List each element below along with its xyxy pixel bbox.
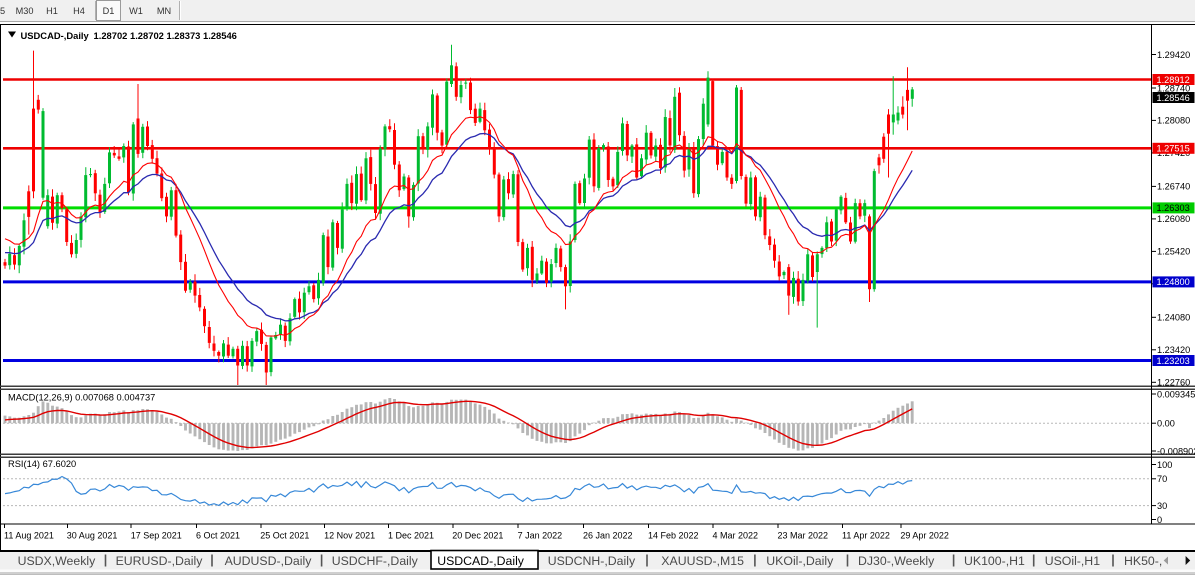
svg-text:USDCAD-,Daily: USDCAD-,Daily	[437, 554, 525, 568]
svg-text:RSI(14) 67.6020: RSI(14) 67.6020	[8, 459, 76, 469]
svg-text:12 Nov 2021: 12 Nov 2021	[324, 531, 375, 541]
svg-text:H1: H1	[46, 6, 58, 16]
svg-text:0: 0	[1157, 515, 1162, 525]
svg-text:25 Oct 2021: 25 Oct 2021	[260, 531, 309, 541]
svg-text:AUDUSD-,Daily: AUDUSD-,Daily	[225, 554, 313, 568]
svg-text:70: 70	[1157, 474, 1167, 484]
svg-text:DJ30-,Weekly: DJ30-,Weekly	[858, 554, 935, 568]
svg-text:1.24800: 1.24800	[1157, 277, 1190, 287]
svg-text:-0.008902: -0.008902	[1157, 446, 1195, 456]
svg-text:30 Aug 2021: 30 Aug 2021	[67, 531, 118, 541]
svg-text:1.28080: 1.28080	[1157, 116, 1190, 126]
svg-text:11 Apr 2022: 11 Apr 2022	[842, 531, 890, 541]
svg-text:H4: H4	[73, 6, 85, 16]
svg-text:0.009345: 0.009345	[1157, 389, 1195, 399]
svg-text:1.28702 1.28702 1.28373 1.2854: 1.28702 1.28702 1.28373 1.28546	[94, 30, 237, 41]
svg-text:1 Dec 2021: 1 Dec 2021	[388, 531, 434, 541]
svg-text:1.26303: 1.26303	[1157, 203, 1190, 213]
svg-text:HK50-,: HK50-,	[1124, 554, 1162, 568]
svg-text:17 Sep 2021: 17 Sep 2021	[131, 531, 182, 541]
svg-text:USDCNH-,Daily: USDCNH-,Daily	[548, 554, 636, 568]
svg-text:1.22760: 1.22760	[1157, 378, 1190, 388]
svg-text:5: 5	[0, 6, 5, 16]
svg-text:USDCHF-,Daily: USDCHF-,Daily	[332, 554, 419, 568]
svg-text:1.27515: 1.27515	[1157, 144, 1190, 154]
svg-text:1.28546: 1.28546	[1157, 93, 1190, 103]
svg-text:1.29420: 1.29420	[1157, 50, 1190, 60]
svg-text:1.25420: 1.25420	[1157, 247, 1190, 257]
svg-text:6 Oct 2021: 6 Oct 2021	[196, 531, 240, 541]
svg-text:1.23203: 1.23203	[1157, 356, 1190, 366]
svg-text:26 Jan 2022: 26 Jan 2022	[583, 531, 633, 541]
svg-text:1.26740: 1.26740	[1157, 182, 1190, 192]
svg-text:29 Apr 2022: 29 Apr 2022	[900, 531, 949, 541]
svg-text:USOil-,H1: USOil-,H1	[1045, 554, 1101, 568]
svg-text:1.28912: 1.28912	[1157, 75, 1190, 85]
svg-text:7 Jan 2022: 7 Jan 2022	[518, 531, 563, 541]
svg-text:1.26080: 1.26080	[1157, 214, 1190, 224]
svg-text:XAUUSD-,M15: XAUUSD-,M15	[661, 554, 744, 568]
svg-text:4 Mar 2022: 4 Mar 2022	[713, 531, 759, 541]
svg-text:14 Feb 2022: 14 Feb 2022	[648, 531, 699, 541]
svg-text:W1: W1	[129, 6, 143, 16]
svg-text:11 Aug 2021: 11 Aug 2021	[4, 531, 54, 541]
svg-text:30: 30	[1157, 501, 1167, 511]
svg-text:0.00: 0.00	[1157, 419, 1175, 429]
svg-text:MACD(12,26,9) 0.007068 0.00473: MACD(12,26,9) 0.007068 0.004737	[8, 393, 155, 403]
svg-text:UKOil-,Daily: UKOil-,Daily	[766, 554, 834, 568]
svg-text:M30: M30	[16, 6, 34, 16]
svg-text:1.28740: 1.28740	[1157, 83, 1190, 93]
svg-text:EURUSD-,Daily: EURUSD-,Daily	[116, 554, 204, 568]
svg-text:D1: D1	[103, 6, 115, 16]
svg-text:UK100-,H1: UK100-,H1	[964, 554, 1025, 568]
svg-text:USDX,Weekly: USDX,Weekly	[18, 554, 97, 568]
svg-text:100: 100	[1157, 460, 1172, 470]
svg-text:23 Mar 2022: 23 Mar 2022	[778, 531, 829, 541]
svg-text:USDCAD-,Daily: USDCAD-,Daily	[21, 30, 90, 41]
svg-text:20 Dec 2021: 20 Dec 2021	[452, 531, 503, 541]
svg-text:1.23420: 1.23420	[1157, 345, 1190, 355]
svg-text:1.24080: 1.24080	[1157, 313, 1190, 323]
svg-text:MN: MN	[157, 6, 171, 16]
